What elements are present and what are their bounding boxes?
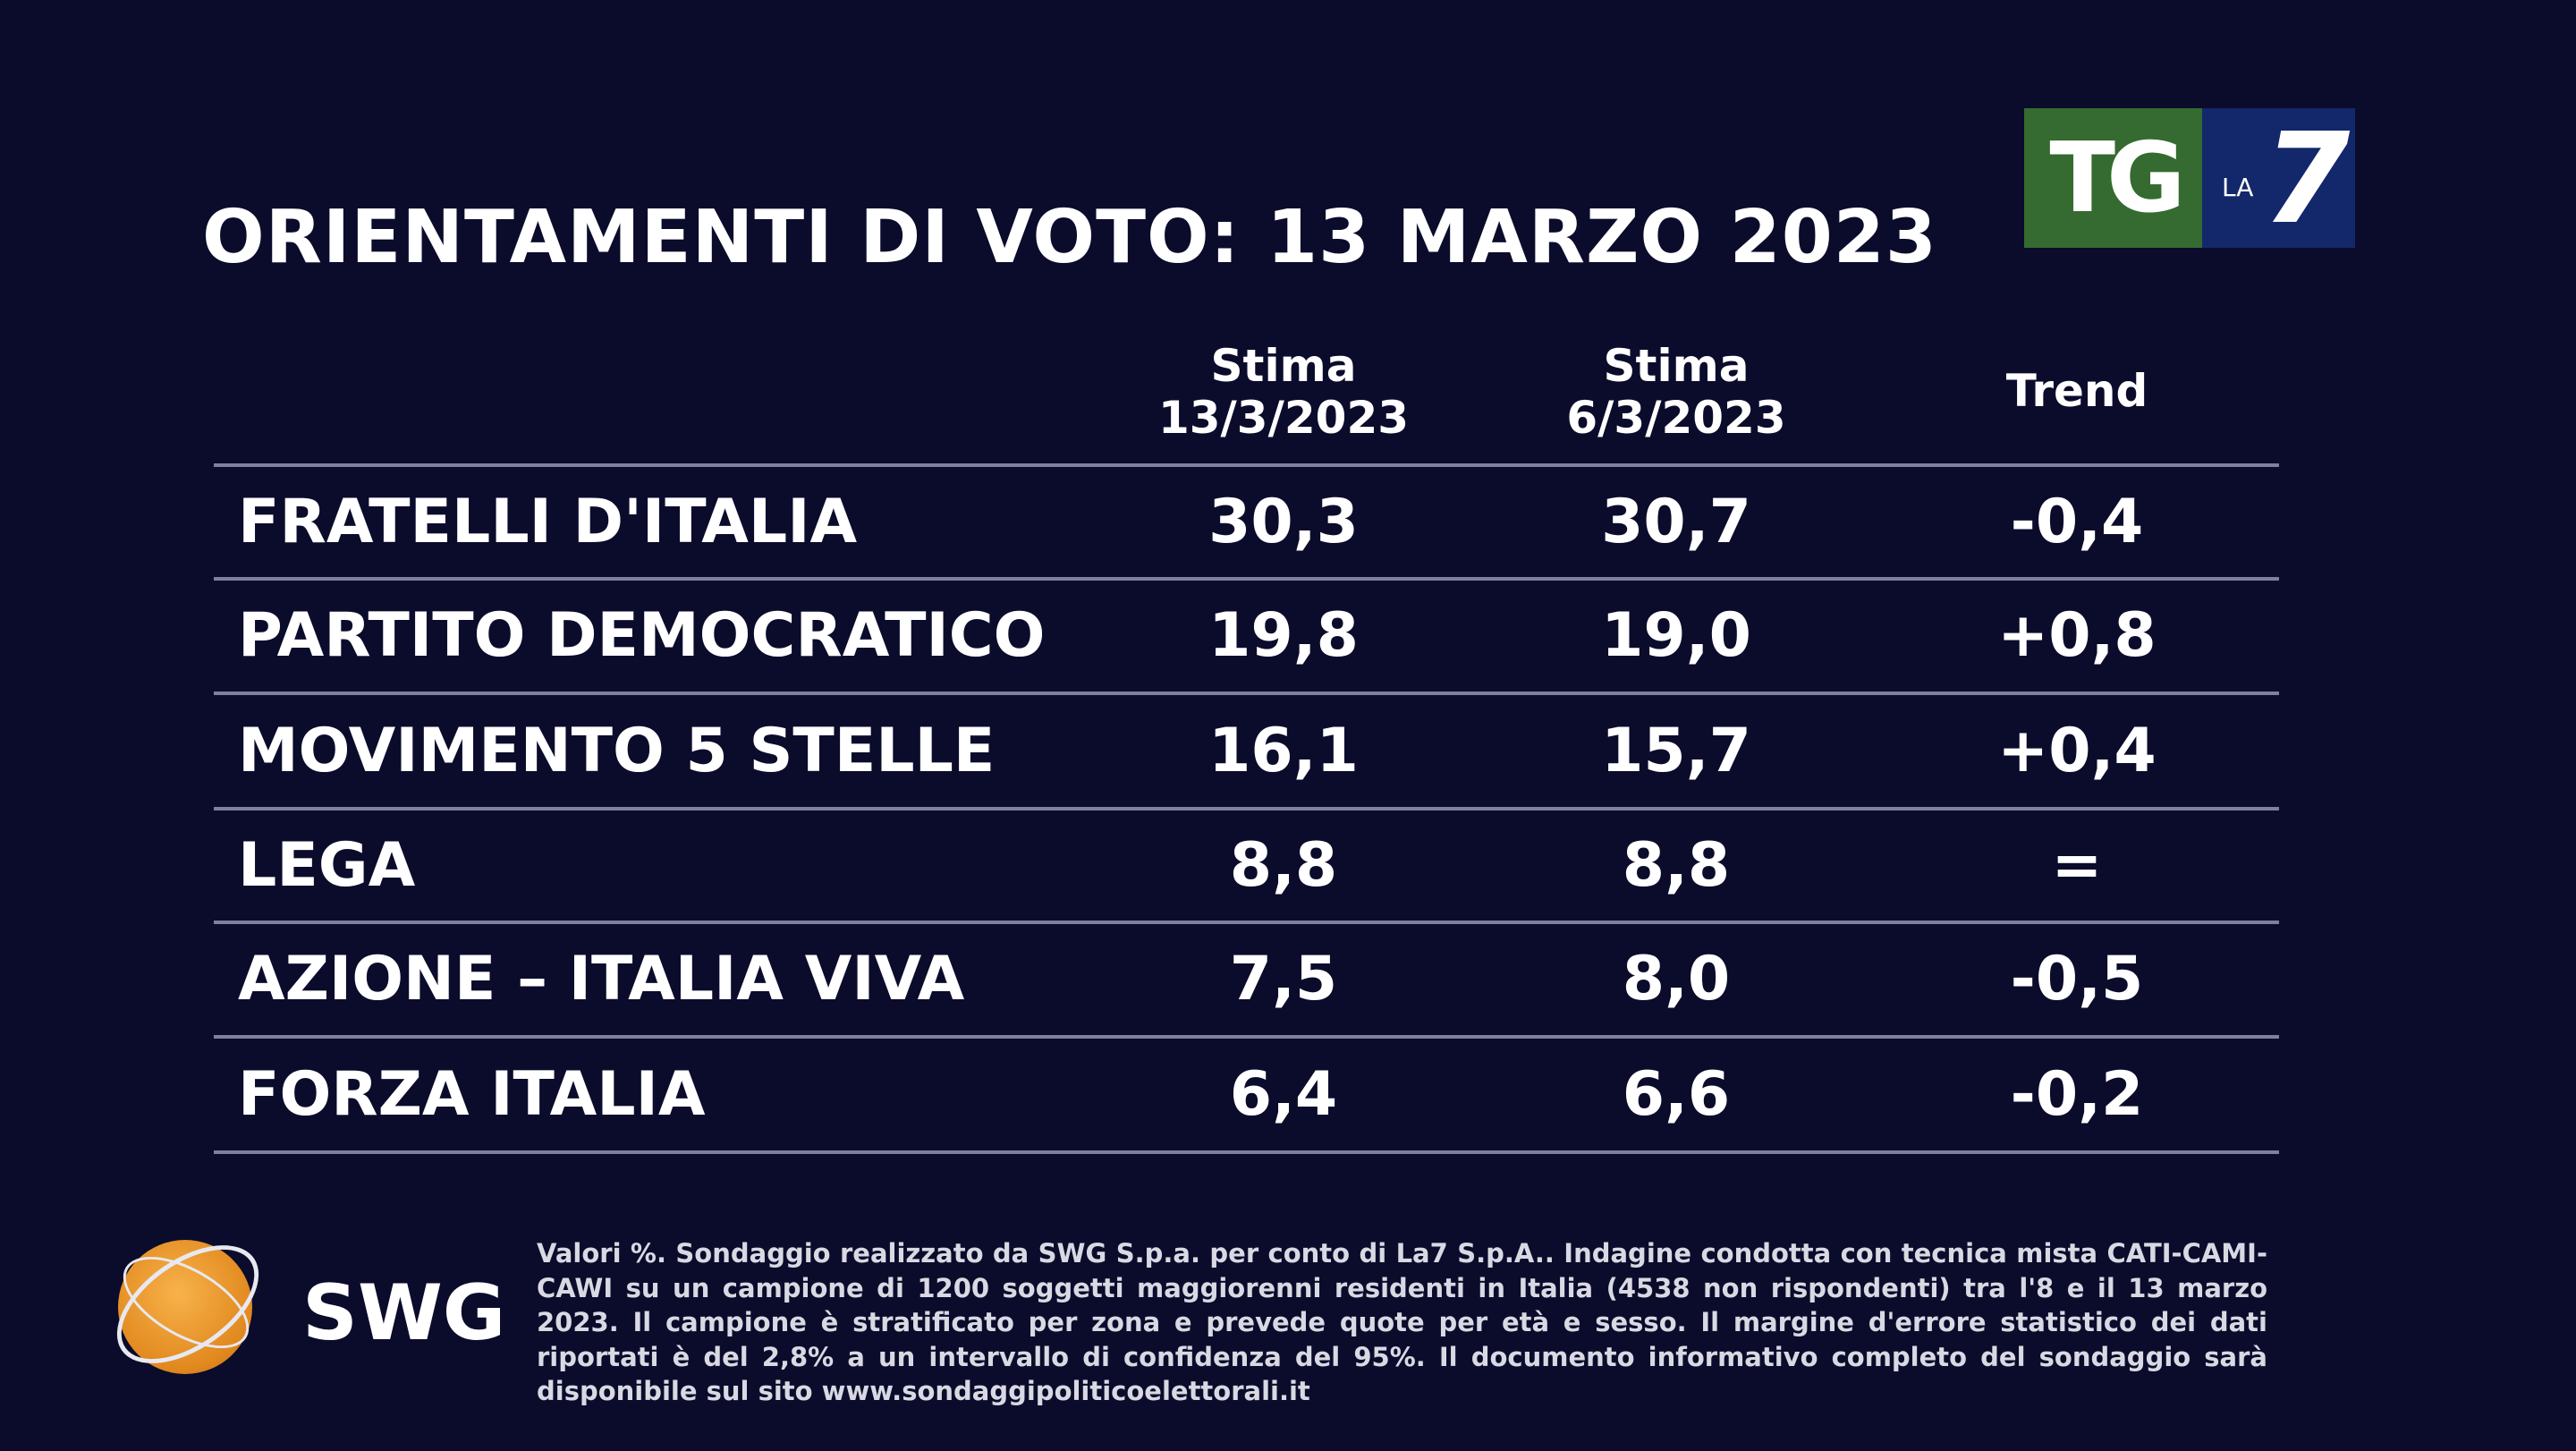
- trend-value: -0,4: [2010, 486, 2144, 557]
- previous-estimate: 8,8: [1622, 829, 1731, 901]
- current-estimate: 19,8: [1208, 600, 1359, 671]
- globe-icon: [118, 1240, 252, 1374]
- current-estimate: 8,8: [1229, 829, 1338, 901]
- logo-seven: 7: [2263, 106, 2351, 252]
- current-estimate: 6,4: [1229, 1058, 1338, 1130]
- row-divider: [214, 463, 2279, 467]
- header-current: Stima 13/3/2023: [1105, 340, 1462, 444]
- trend-value: =: [2051, 829, 2103, 901]
- party-name: LEGA: [238, 829, 416, 901]
- footnote: Valori %. Sondaggio realizzato da SWG S.…: [537, 1238, 2267, 1406]
- current-estimate: 16,1: [1208, 715, 1359, 786]
- header-previous: Stima 6/3/2023: [1497, 340, 1855, 444]
- swg-logo: SWG: [96, 1221, 505, 1387]
- row-divider: [214, 1150, 2279, 1154]
- header-previous-date: 6/3/2023: [1566, 392, 1786, 444]
- party-name: FORZA ITALIA: [238, 1058, 706, 1130]
- trend-value: +0,4: [1997, 715, 2157, 786]
- logo-la7: LA 7: [2202, 106, 2355, 252]
- previous-estimate: 15,7: [1601, 715, 1751, 786]
- logo-la: LA: [2222, 173, 2254, 202]
- row-divider: [214, 921, 2279, 924]
- row-divider: [214, 807, 2279, 810]
- current-estimate: 30,3: [1208, 486, 1359, 557]
- previous-estimate: 6,6: [1622, 1058, 1731, 1130]
- row-divider: [214, 692, 2279, 695]
- party-name: MOVIMENTO 5 STELLE: [238, 715, 996, 786]
- swg-label: SWG: [302, 1269, 506, 1358]
- party-name: PARTITO DEMOCRATICO: [238, 600, 1046, 671]
- page-title: ORIENTAMENTI DI VOTO: 13 MARZO 2023: [202, 195, 1937, 280]
- previous-estimate: 19,0: [1601, 600, 1751, 671]
- previous-estimate: 8,0: [1622, 944, 1731, 1014]
- header-previous-label: Stima: [1603, 340, 1750, 392]
- current-estimate: 7,5: [1229, 944, 1338, 1014]
- header-current-label: Stima: [1210, 340, 1357, 392]
- logo-tg: TG: [2024, 108, 2202, 248]
- trend-value: -0,2: [2010, 1058, 2144, 1130]
- row-divider: [214, 577, 2279, 581]
- trend-value: +0,8: [1997, 600, 2157, 671]
- trend-value: -0,5: [2010, 944, 2144, 1014]
- tg-la7-logo: TG LA 7: [2024, 106, 2355, 252]
- previous-estimate: 30,7: [1601, 486, 1751, 557]
- row-divider: [214, 1035, 2279, 1039]
- header-trend: Trend: [2005, 365, 2148, 417]
- header-current-date: 13/3/2023: [1157, 392, 1410, 444]
- party-name: AZIONE – ITALIA VIVA: [238, 944, 965, 1014]
- party-name: FRATELLI D'ITALIA: [238, 486, 858, 557]
